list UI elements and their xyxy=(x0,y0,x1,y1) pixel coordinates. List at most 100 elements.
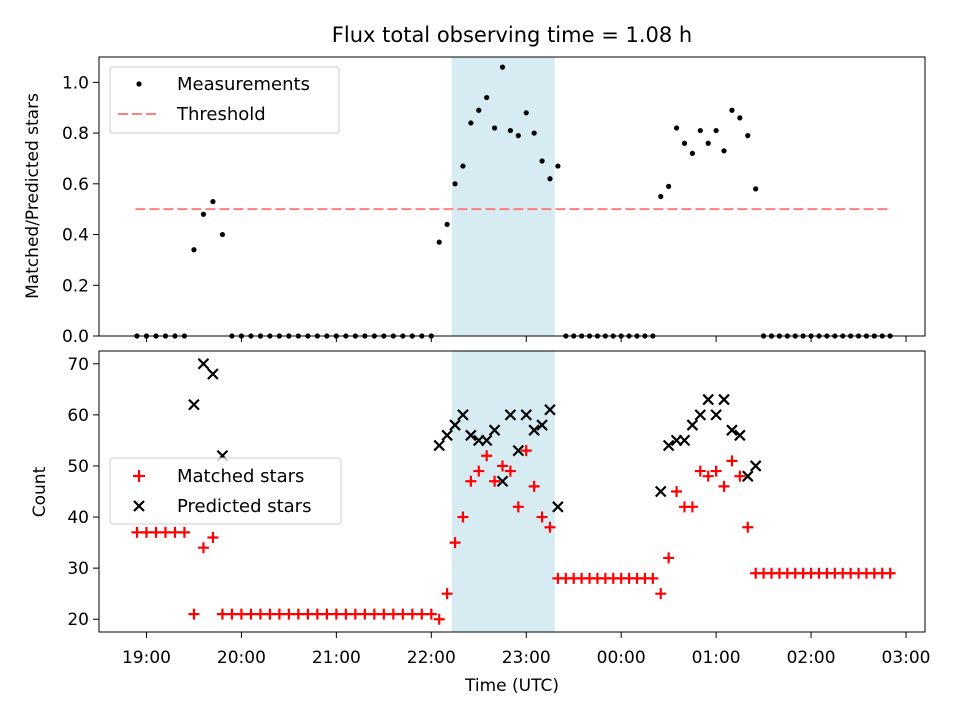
matched-star-point xyxy=(340,608,352,620)
matched-star-point xyxy=(497,460,509,472)
ratio-ytick-label: 0.0 xyxy=(62,327,89,347)
matched-star-point xyxy=(663,552,675,564)
matched-star-point xyxy=(245,608,257,620)
predicted-star-point xyxy=(528,424,540,436)
measurement-point xyxy=(713,127,719,134)
measurement-point xyxy=(745,133,751,139)
matched-star-point xyxy=(702,470,714,482)
measurement-point xyxy=(210,198,216,205)
predicted-star-point xyxy=(654,485,667,498)
matched-star-point xyxy=(433,613,445,625)
measurement-point xyxy=(539,158,545,164)
predicted-star-point xyxy=(702,393,714,406)
predicted-star-point xyxy=(741,470,754,482)
count-panel-frame xyxy=(98,350,926,633)
matched-star-point xyxy=(465,475,477,487)
matched-star-point xyxy=(131,526,143,538)
matched-star-point xyxy=(169,526,181,538)
matched-star-point xyxy=(457,511,469,523)
count-ytick-label: 70 xyxy=(67,355,89,375)
count-axis-label: Count xyxy=(30,466,50,517)
ratio-ytick-label: 0.4 xyxy=(62,226,89,246)
count-ytick-label: 20 xyxy=(67,610,89,630)
matched-star-point xyxy=(489,475,501,487)
measurement-point xyxy=(673,125,680,131)
ratio-legend: Measurements Threshold xyxy=(109,66,340,134)
measurement-point xyxy=(484,94,490,101)
measurement-point xyxy=(737,115,743,121)
predicted-star-point xyxy=(718,393,730,406)
legend-threshold-label: Threshold xyxy=(176,104,266,125)
predicted-star-point xyxy=(662,439,675,452)
measurement-point xyxy=(555,163,561,169)
ratio-axis-ticks: 0.0 0.2 0.4 0.6 0.8 1.0 xyxy=(62,73,907,347)
matched-star-point xyxy=(686,501,698,513)
matched-star-point xyxy=(159,526,171,538)
predicted-star-point xyxy=(496,475,509,488)
matched-star-point xyxy=(235,608,247,620)
predicted-star-point xyxy=(749,460,762,472)
measurement-point xyxy=(547,176,553,182)
matched-star-point xyxy=(734,470,746,482)
predicted-star-point xyxy=(480,434,493,447)
predicted-star-point xyxy=(726,424,738,436)
matched-star-point xyxy=(321,608,333,620)
matched-star-point xyxy=(140,526,152,538)
matched-star-point xyxy=(512,501,524,513)
matched-star-point xyxy=(416,608,428,620)
count-ytick-label: 30 xyxy=(67,559,89,579)
measurement-point xyxy=(658,193,664,200)
matched-star-point xyxy=(694,465,706,477)
predicted-star-point xyxy=(520,409,533,421)
time-xtick-label: 00:00 xyxy=(597,648,646,668)
measurement-point xyxy=(468,120,474,126)
matched-star-point xyxy=(726,455,738,467)
legend-matched-label: Matched stars xyxy=(177,466,304,487)
matched-star-points xyxy=(131,445,896,625)
measurement-point xyxy=(697,127,703,134)
predicted-star-point xyxy=(188,398,200,411)
matched-star-point xyxy=(368,608,380,620)
predicted-star-point xyxy=(465,429,477,442)
ratio-panel-frame xyxy=(98,56,926,337)
matched-star-point xyxy=(425,608,437,620)
time-xtick-label: 19:00 xyxy=(122,648,171,668)
matched-star-point xyxy=(742,521,754,533)
time-xtick-label: 21:00 xyxy=(312,648,361,668)
matched-star-point xyxy=(273,608,285,620)
matched-star-point xyxy=(536,511,548,523)
ratio-ytick-label: 0.6 xyxy=(62,175,89,195)
measurement-point xyxy=(531,130,537,136)
time-xtick-label: 20:00 xyxy=(217,648,266,668)
matched-star-point xyxy=(254,608,266,620)
predicted-star-point xyxy=(552,501,564,513)
matched-star-point xyxy=(655,588,667,600)
matched-star-point xyxy=(710,465,722,477)
predicted-star-point xyxy=(197,357,210,370)
legend-measurements-marker xyxy=(136,81,142,87)
predicted-star-point xyxy=(457,409,469,421)
count-legend: Matched stars Predicted stars xyxy=(109,457,342,525)
predicted-star-points xyxy=(188,357,762,513)
predicted-star-point xyxy=(488,424,501,436)
matched-star-point xyxy=(311,608,323,620)
predicted-star-point xyxy=(734,429,746,442)
predicted-star-point xyxy=(512,444,525,457)
measurement-point xyxy=(436,239,442,245)
matched-star-point xyxy=(302,608,314,620)
measurement-point xyxy=(219,231,226,238)
matched-star-point xyxy=(349,608,361,620)
predicted-star-point xyxy=(207,368,219,380)
figure-title: Flux total observing time = 1.08 h xyxy=(332,23,692,47)
measurement-point xyxy=(191,247,197,253)
count-axis-ticks: 20 30 40 50 60 70 19:00 20:00 21:00 22:00 23:00 00:… xyxy=(67,355,930,668)
measurement-point xyxy=(689,150,695,156)
legend-predicted-marker xyxy=(133,500,145,512)
matched-star-point xyxy=(397,608,409,620)
predicted-star-point xyxy=(449,419,461,431)
ratio-panel: 0.0 0.2 0.4 0.6 0.8 1.0 Matched/Predicted sta… xyxy=(23,56,926,347)
matched-star-point xyxy=(504,465,516,477)
time-xtick-label: 01:00 xyxy=(692,648,741,668)
matched-star-point xyxy=(718,480,730,492)
measurement-point xyxy=(507,127,514,134)
